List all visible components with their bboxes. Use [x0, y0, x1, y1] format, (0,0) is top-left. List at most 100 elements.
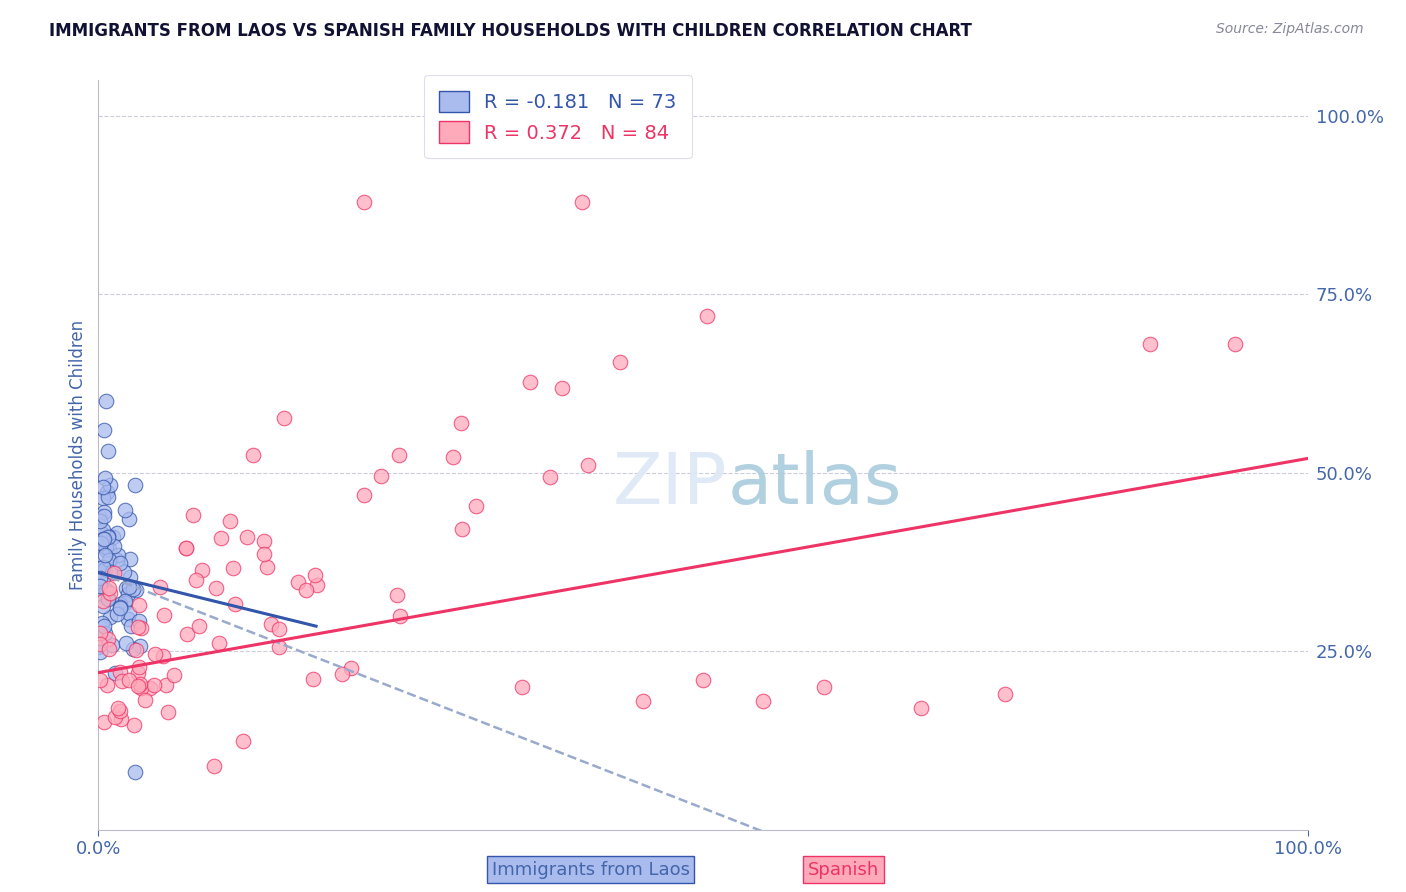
- Text: atlas: atlas: [727, 450, 901, 519]
- Point: [91, 599, 114, 613]
- Point: [269, 640, 291, 654]
- Point: [510, 680, 533, 694]
- Point: [124, 765, 146, 780]
- Point: [87, 640, 110, 655]
- Point: [125, 643, 148, 657]
- Point: [388, 448, 411, 462]
- Point: [339, 661, 361, 675]
- Point: [103, 566, 125, 580]
- Point: [190, 563, 212, 577]
- Point: [93, 533, 115, 547]
- Point: [304, 568, 326, 582]
- Point: [114, 503, 136, 517]
- Y-axis label: Family Households with Children: Family Households with Children: [69, 320, 87, 590]
- Point: [87, 563, 110, 577]
- Point: [97, 528, 120, 542]
- Point: [118, 580, 141, 594]
- Point: [571, 194, 593, 209]
- Point: [120, 570, 142, 584]
- Point: [93, 619, 115, 633]
- Point: [302, 673, 325, 687]
- Point: [631, 694, 654, 708]
- Point: [186, 573, 208, 587]
- Point: [107, 607, 129, 621]
- Point: [187, 619, 209, 633]
- Point: [110, 598, 132, 612]
- Point: [91, 480, 114, 494]
- Point: [149, 580, 172, 594]
- Point: [256, 560, 278, 574]
- Point: [209, 531, 232, 545]
- Point: [91, 571, 114, 585]
- Point: [107, 701, 129, 715]
- Legend: R = -0.181   N = 73, R = 0.372   N = 84: R = -0.181 N = 73, R = 0.372 N = 84: [423, 75, 692, 158]
- Point: [94, 394, 117, 409]
- Point: [91, 532, 114, 546]
- Point: [163, 667, 186, 681]
- Point: [353, 488, 375, 502]
- Point: [107, 553, 129, 567]
- Point: [128, 660, 150, 674]
- Point: [103, 666, 125, 681]
- Point: [118, 512, 141, 526]
- Point: [101, 565, 124, 579]
- Point: [94, 625, 117, 640]
- Point: [101, 638, 124, 652]
- Point: [89, 638, 111, 652]
- Point: [128, 599, 150, 613]
- Point: [176, 627, 198, 641]
- Point: [115, 582, 138, 596]
- Point: [174, 541, 197, 556]
- Point: [118, 673, 141, 688]
- Point: [253, 547, 276, 561]
- Point: [97, 530, 120, 544]
- Point: [124, 477, 146, 491]
- Point: [696, 309, 718, 323]
- Point: [110, 712, 132, 726]
- Point: [101, 530, 124, 544]
- Point: [114, 596, 136, 610]
- Point: [103, 539, 125, 553]
- Point: [108, 665, 131, 679]
- Point: [134, 692, 156, 706]
- Point: [93, 523, 115, 537]
- Point: [90, 536, 112, 550]
- Point: [1139, 337, 1161, 351]
- Point: [120, 618, 142, 632]
- Point: [89, 645, 111, 659]
- Point: [519, 375, 541, 389]
- Point: [94, 540, 117, 554]
- Point: [202, 758, 225, 772]
- Point: [108, 556, 131, 570]
- Point: [94, 542, 117, 557]
- Point: [450, 416, 472, 430]
- Text: Spanish: Spanish: [808, 861, 879, 879]
- Point: [97, 553, 120, 567]
- Point: [129, 639, 152, 653]
- Text: IMMIGRANTS FROM LAOS VS SPANISH FAMILY HOUSEHOLDS WITH CHILDREN CORRELATION CHAR: IMMIGRANTS FROM LAOS VS SPANISH FAMILY H…: [49, 22, 972, 40]
- Point: [89, 673, 111, 687]
- Point: [122, 642, 145, 657]
- Point: [388, 608, 411, 623]
- Point: [910, 701, 932, 715]
- Point: [174, 541, 197, 556]
- Point: [90, 588, 112, 602]
- Point: [90, 616, 112, 631]
- Point: [330, 667, 353, 681]
- Point: [94, 582, 117, 597]
- Point: [153, 608, 176, 623]
- Point: [152, 649, 174, 664]
- Point: [94, 561, 117, 575]
- Point: [87, 561, 110, 575]
- Point: [111, 674, 134, 689]
- Text: Immigrants from Laos: Immigrants from Laos: [492, 861, 689, 879]
- Point: [93, 423, 115, 437]
- Point: [91, 594, 114, 608]
- Point: [205, 582, 228, 596]
- Point: [353, 194, 375, 209]
- Text: ZIP: ZIP: [613, 450, 727, 519]
- Point: [305, 578, 328, 592]
- Point: [100, 478, 122, 492]
- Point: [127, 665, 149, 680]
- Point: [89, 508, 111, 523]
